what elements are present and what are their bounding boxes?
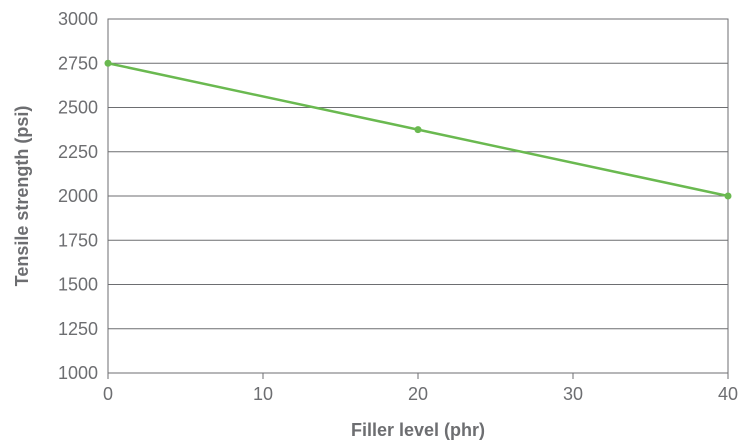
x-tick-label: 10 xyxy=(253,384,273,404)
y-tick-label: 3000 xyxy=(58,9,98,29)
y-tick-label: 1250 xyxy=(58,319,98,339)
axes xyxy=(107,18,729,379)
series-layer xyxy=(104,59,732,200)
y-axis-title: Tensile strength (psi) xyxy=(12,106,32,287)
y-tick-label: 2250 xyxy=(58,142,98,162)
x-tick-label: 30 xyxy=(563,384,583,404)
x-tick-label: 40 xyxy=(718,384,738,404)
tick-labels: 1000 1250 1500 1750 2000 2250 2500 2750 3000 0 10 2… xyxy=(58,9,738,404)
data-point xyxy=(724,192,732,200)
y-tick-label: 2000 xyxy=(58,186,98,206)
y-tick-label: 2750 xyxy=(58,53,98,73)
y-tick-label: 1500 xyxy=(58,275,98,295)
x-tick-label: 0 xyxy=(103,384,113,404)
y-tick-label: 1000 xyxy=(58,363,98,383)
data-point xyxy=(414,126,422,134)
y-tick-label: 2500 xyxy=(58,98,98,118)
y-tick-label: 1750 xyxy=(58,230,98,250)
x-tick-label: 20 xyxy=(408,384,428,404)
data-point xyxy=(104,59,112,67)
gridlines xyxy=(108,62,728,330)
x-axis-title: Filler level (phr) xyxy=(351,420,485,440)
